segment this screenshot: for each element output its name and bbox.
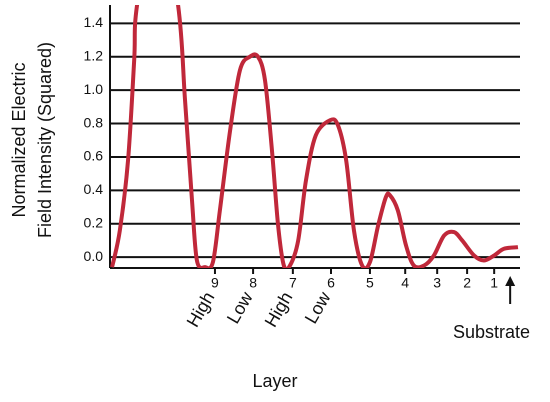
y-tick-label: 1.2 [84,47,104,63]
y-tick-label: 0.2 [84,214,104,230]
layer-type-label: High [261,288,297,330]
x-tick-label: 5 [366,275,374,291]
field-curve [110,5,519,268]
x-tick-label: 4 [401,275,409,291]
x-axis-label: Layer [252,371,297,391]
y-tick-label: 1.0 [84,81,104,97]
x-tick-label: 8 [249,275,257,291]
y-tick-label: 1.4 [84,14,104,30]
y-tick-label: 0.8 [84,114,104,130]
layer-type-label: Low [223,288,257,327]
x-tick-label: 1 [490,275,498,291]
x-tick-label: 7 [289,275,297,291]
y-axis-label: Field Intensity (Squared) [35,42,55,238]
layer-type-label: High [183,288,219,330]
x-tick-label: 9 [211,275,219,291]
layer-type-label: Low [301,288,335,327]
y-tick-label: 0.0 [84,248,104,264]
x-tick-label: 2 [463,275,471,291]
y-tick-label: 0.4 [84,181,104,197]
x-tick-label: 6 [327,275,335,291]
substrate-label: Substrate [453,322,530,342]
x-tick-label: 3 [433,275,441,291]
y-axis-label: Normalized Electric [9,62,29,217]
y-tick-label: 0.6 [84,148,104,164]
substrate-arrowhead [505,276,516,286]
